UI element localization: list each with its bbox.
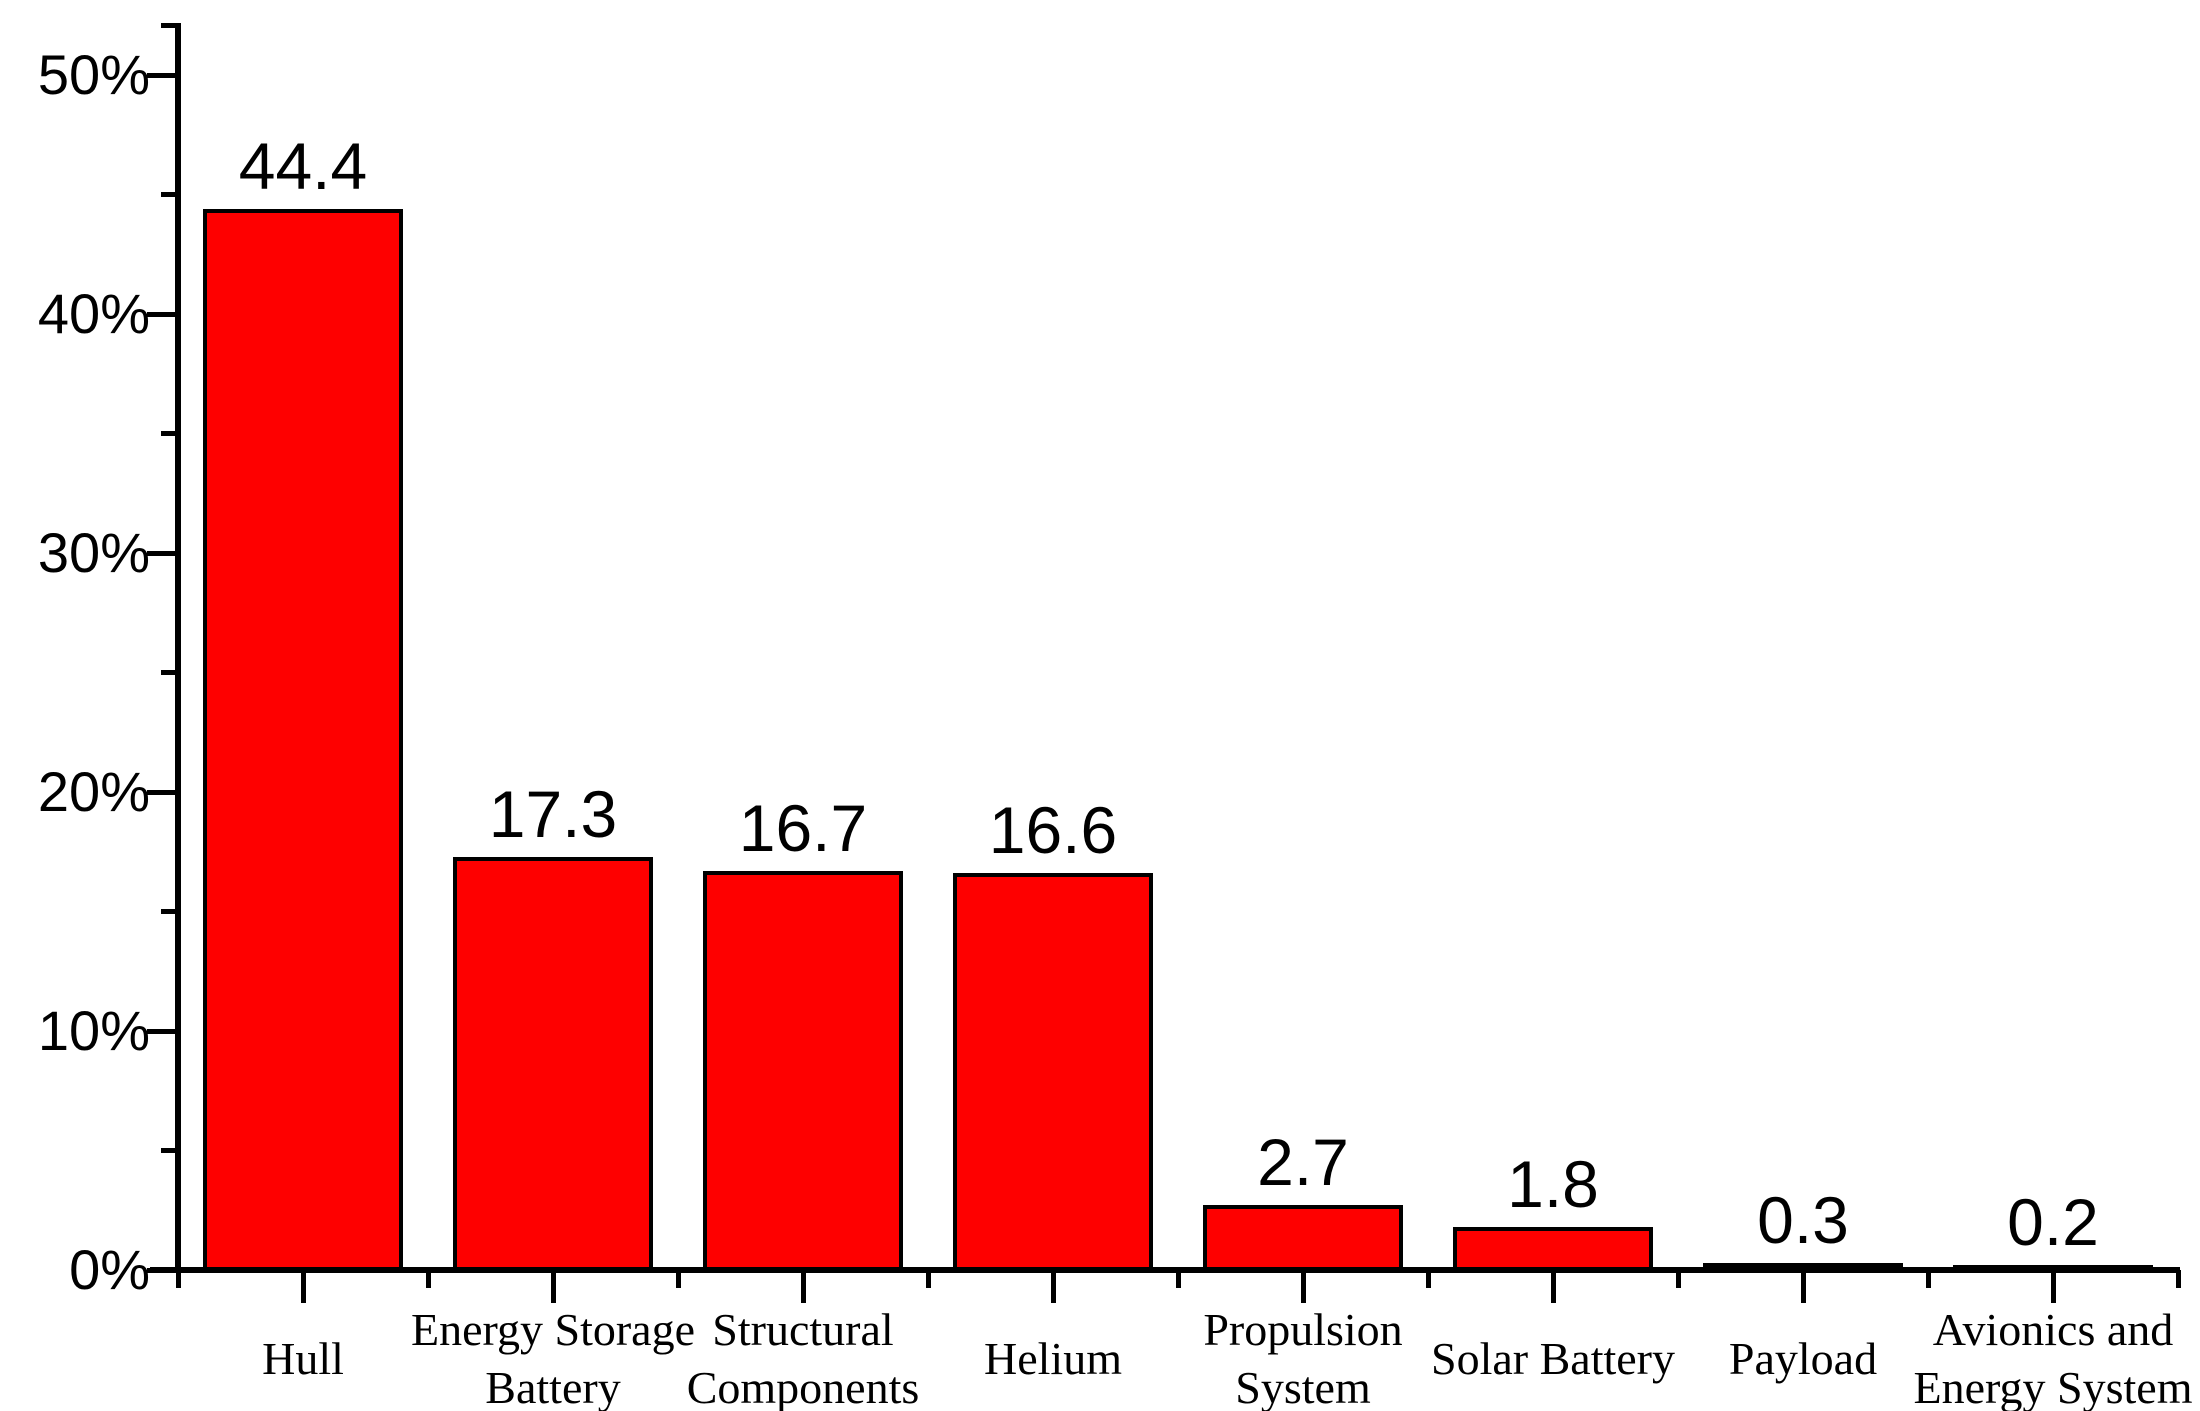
category-label: Hull: [133, 1300, 473, 1411]
y-tick-label: 30%: [37, 521, 150, 584]
category-label-line: Energy Storage: [410, 1304, 696, 1355]
y-tick-label: 10%: [37, 999, 150, 1062]
bar-value-label: 16.6: [988, 793, 1118, 867]
y-tick-minor: [161, 670, 175, 675]
y-tick-major: [147, 312, 175, 317]
category-label-line: Payload: [1728, 1333, 1878, 1384]
bar-value-label: 17.3: [488, 777, 618, 851]
category-label-line: Hull: [262, 1333, 344, 1384]
y-tick-minor: [161, 431, 175, 436]
category-label-line: Components: [686, 1362, 920, 1411]
bar: [1453, 1227, 1653, 1270]
category-label: Energy Storage Battery: [383, 1300, 723, 1411]
bar: [453, 857, 653, 1270]
y-tick-label: 40%: [37, 282, 150, 345]
y-tick-minor: [161, 909, 175, 914]
category-label: Helium: [883, 1300, 1223, 1411]
x-tick-major: [2051, 1270, 2056, 1303]
category-label-line: Energy System: [1913, 1362, 2193, 1411]
y-axis-spine: [175, 23, 181, 1273]
category-label: Solar Battery: [1383, 1300, 1723, 1411]
x-tick-major: [551, 1270, 556, 1303]
category-label-line: Structural: [712, 1304, 894, 1355]
x-tick-major: [1801, 1270, 1806, 1303]
x-tick-major: [801, 1270, 806, 1303]
x-tick-minor: [1676, 1270, 1681, 1288]
x-tick-minor: [176, 1270, 181, 1288]
x-tick-minor: [676, 1270, 681, 1288]
bar-value-label: 44.4: [238, 129, 368, 203]
category-label: Payload: [1633, 1300, 1973, 1411]
x-tick-major: [1551, 1270, 1556, 1303]
y-axis-end-tick: [161, 23, 175, 28]
y-tick-label: 50%: [37, 43, 150, 106]
bar: [703, 871, 903, 1270]
x-tick-minor: [426, 1270, 431, 1288]
y-tick-label: 0%: [69, 1238, 150, 1301]
category-label: Structural Components: [633, 1300, 973, 1411]
category-label-line: Propulsion: [1203, 1304, 1403, 1355]
x-tick-minor: [2176, 1270, 2181, 1288]
y-tick-major: [147, 73, 175, 78]
x-tick-minor: [1926, 1270, 1931, 1288]
y-tick-major: [147, 1029, 175, 1034]
bar: [953, 873, 1153, 1270]
category-label-line: Solar Battery: [1431, 1333, 1675, 1384]
x-tick-major: [1301, 1270, 1306, 1303]
x-tick-minor: [1176, 1270, 1181, 1288]
x-axis-line: [150, 1267, 2180, 1273]
bar-value-label: 0.3: [1757, 1183, 1849, 1257]
category-label-line: Battery: [485, 1362, 621, 1411]
y-tick-minor: [161, 1148, 175, 1153]
x-tick-major: [301, 1270, 306, 1303]
category-label: Propulsion System: [1133, 1300, 1473, 1411]
category-label-line: System: [1235, 1362, 1371, 1411]
bar-value-label: 16.7: [738, 791, 868, 865]
bar-value-label: 0.2: [2007, 1185, 2099, 1259]
y-tick-label: 20%: [37, 760, 150, 823]
bar-value-label: 2.7: [1257, 1125, 1349, 1199]
x-tick-major: [1051, 1270, 1056, 1303]
y-tick-minor: [161, 192, 175, 197]
y-tick-major: [147, 790, 175, 795]
bar: [1703, 1263, 1903, 1270]
y-tick-major: [147, 551, 175, 556]
category-label: Avionics and Energy System: [1883, 1300, 2200, 1411]
bar: [1203, 1205, 1403, 1270]
bar: [203, 209, 403, 1270]
x-tick-minor: [1426, 1270, 1431, 1288]
bar-value-label: 1.8: [1507, 1147, 1599, 1221]
category-label-line: Avionics and: [1932, 1304, 2174, 1355]
category-label-line: Helium: [984, 1333, 1122, 1384]
x-tick-minor: [926, 1270, 931, 1288]
